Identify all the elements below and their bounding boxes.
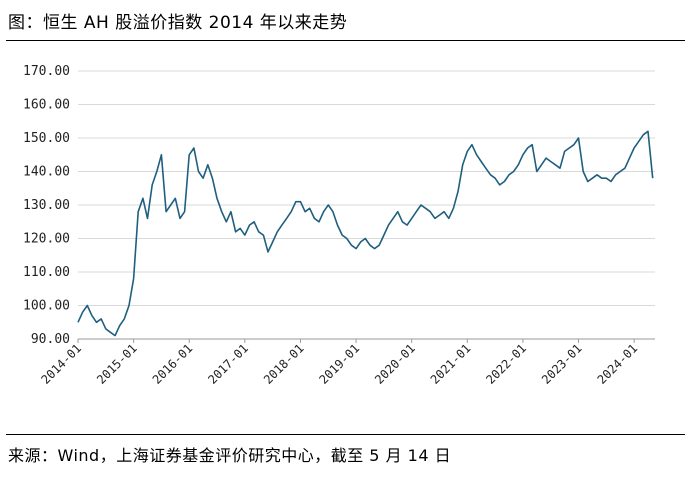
x-tick-label: 2021-01 [428, 341, 474, 387]
y-tick-label: 170.00 [23, 64, 70, 79]
y-tick-label: 140.00 [23, 165, 70, 180]
x-axis-ticks: 2014-01 2015-01 2016-01 2017-01 2018-01 2019-… [38, 339, 640, 387]
y-tick-label: 130.00 [23, 198, 70, 213]
top-rule [6, 40, 685, 41]
x-tick-label: 2024-01 [595, 341, 641, 387]
y-axis-ticks: 90.00 100.00 110.00 120.00 130.00 140.00 150.0… [23, 64, 70, 347]
x-tick-label: 2022-01 [483, 341, 529, 387]
y-tick-label: 110.00 [23, 265, 70, 280]
x-tick-label: 2020-01 [372, 341, 418, 387]
x-tick-label: 2014-01 [38, 341, 84, 387]
grid-lines [78, 70, 655, 340]
x-tick-label: 2018-01 [261, 341, 307, 387]
y-tick-label: 90.00 [31, 332, 70, 347]
x-tick-label: 2017-01 [205, 341, 251, 387]
y-tick-label: 160.00 [23, 98, 70, 113]
line-chart: 90.00 100.00 110.00 120.00 130.00 140.00 150.0… [23, 64, 655, 387]
y-tick-label: 150.00 [23, 131, 70, 146]
x-tick-label: 2019-01 [317, 341, 363, 387]
source-note: 来源：Wind，上海证券基金评价研究中心，截至 5 月 14 日 [8, 446, 452, 465]
x-tick-label: 2015-01 [94, 341, 140, 387]
x-tick-label: 2016-01 [150, 341, 196, 387]
series-line-ah-premium-index [77, 130, 654, 337]
y-tick-label: 120.00 [23, 232, 70, 247]
bottom-rule [6, 434, 685, 435]
chart-title: 图：恒生 AH 股溢价指数 2014 年以来走势 [8, 13, 348, 33]
y-tick-label: 100.00 [23, 299, 70, 314]
x-tick-label: 2023-01 [539, 341, 585, 387]
